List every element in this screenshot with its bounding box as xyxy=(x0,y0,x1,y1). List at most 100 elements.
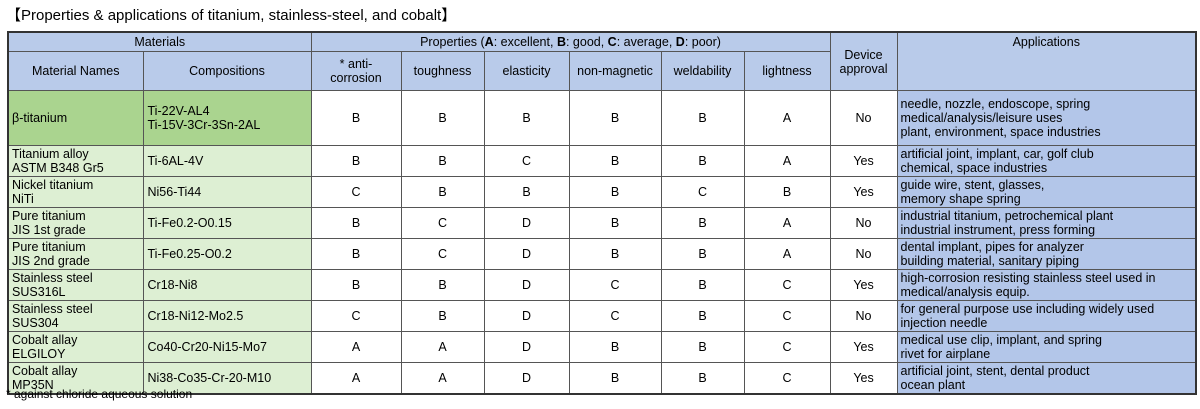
applications-cell: high-corrosion resisting stainless steel… xyxy=(896,269,1197,301)
nonmag-rating-cell: B xyxy=(568,238,662,270)
table-row: Pure titanium JIS 1st grade Ti-Fe0.2-O0.15… xyxy=(7,207,1197,239)
applications-cell: for general purpose use including widely… xyxy=(896,300,1197,332)
tough-rating-cell: B xyxy=(400,176,485,208)
weld-rating-cell: B xyxy=(660,331,745,363)
toughness-header: toughness xyxy=(400,51,485,91)
material-name-cell: Pure titanium JIS 2nd grade xyxy=(7,238,144,270)
light-rating-cell: C xyxy=(743,362,831,395)
table-body: β-titanium Ti-22V-AL4 Ti-15V-3Cr-3Sn-2AL B B… xyxy=(7,90,1197,395)
composition-cell: Cr18-Ni8 xyxy=(142,269,312,301)
material-names-header: Material Names xyxy=(7,51,144,91)
material-name-cell: Cobalt allay ELGILOY xyxy=(7,331,144,363)
composition-cell: Ti-6AL-4V xyxy=(142,145,312,177)
weld-rating-cell: B xyxy=(660,145,745,177)
light-rating-cell: A xyxy=(743,207,831,239)
table-row: Titanium alloy ASTM B348 Gr5 Ti-6AL-4V B B C B… xyxy=(7,145,1197,177)
elastic-rating-cell: D xyxy=(483,331,570,363)
material-name-cell: Nickel titanium NiTi xyxy=(7,176,144,208)
composition-cell: Ti-Fe0.2-O0.15 xyxy=(142,207,312,239)
nonmag-rating-cell: B xyxy=(568,90,662,146)
device-approval-header: Device approval xyxy=(829,31,898,91)
anti-rating-cell: C xyxy=(310,176,402,208)
light-rating-cell: C xyxy=(743,331,831,363)
weld-rating-cell: C xyxy=(660,176,745,208)
applications-cell: guide wire, stent, glasses, memory shape … xyxy=(896,176,1197,208)
table-row: Cobalt allay MP35N Ni38-Co35-Cr-20-M10 A A D B… xyxy=(7,362,1197,395)
weld-rating-cell: B xyxy=(660,362,745,395)
elastic-rating-cell: C xyxy=(483,145,570,177)
device-approval-cell: No xyxy=(829,207,898,239)
composition-cell: Cr18-Ni12-Mo2.5 xyxy=(142,300,312,332)
non-magnetic-header: non-magnetic xyxy=(568,51,662,91)
device-approval-cell: Yes xyxy=(829,176,898,208)
table-title: 【Properties & applications of titanium, … xyxy=(6,7,457,24)
elastic-rating-cell: D xyxy=(483,300,570,332)
material-name-cell: β-titanium xyxy=(7,90,144,146)
properties-header: Properties (A: excellent, B: good, C: av… xyxy=(310,31,831,52)
tough-rating-cell: B xyxy=(400,300,485,332)
applications-cell: needle, nozzle, endoscope, spring medical… xyxy=(896,90,1197,146)
tough-rating-cell: C xyxy=(400,238,485,270)
anti-rating-cell: A xyxy=(310,362,402,395)
elastic-rating-cell: D xyxy=(483,238,570,270)
elastic-rating-cell: B xyxy=(483,90,570,146)
weld-rating-cell: B xyxy=(660,207,745,239)
nonmag-rating-cell: B xyxy=(568,331,662,363)
table-row: β-titanium Ti-22V-AL4 Ti-15V-3Cr-3Sn-2AL B B… xyxy=(7,90,1197,146)
applications-header: Applications xyxy=(896,31,1197,91)
elastic-rating-cell: D xyxy=(483,362,570,395)
table-row: Pure titanium JIS 2nd grade Ti-Fe0.25-O0.2… xyxy=(7,238,1197,270)
material-name-cell: Titanium alloy ASTM B348 Gr5 xyxy=(7,145,144,177)
weld-rating-cell: B xyxy=(660,269,745,301)
light-rating-cell: A xyxy=(743,238,831,270)
applications-cell: dental implant, pipes for analyzer buildi… xyxy=(896,238,1197,270)
anti-rating-cell: B xyxy=(310,207,402,239)
material-name-cell: Cobalt allay MP35N xyxy=(7,362,144,395)
elastic-rating-cell: D xyxy=(483,269,570,301)
tough-rating-cell: B xyxy=(400,145,485,177)
device-approval-cell: No xyxy=(829,300,898,332)
applications-cell: medical use clip, implant, and spring riv… xyxy=(896,331,1197,363)
light-rating-cell: C xyxy=(743,269,831,301)
materials-header: Materials xyxy=(7,31,312,52)
material-name-cell: Stainless steel SUS304 xyxy=(7,300,144,332)
anti-rating-cell: A xyxy=(310,331,402,363)
nonmag-rating-cell: B xyxy=(568,207,662,239)
lightness-header: lightness xyxy=(743,51,831,91)
light-rating-cell: A xyxy=(743,90,831,146)
weldability-header: weldability xyxy=(660,51,745,91)
light-rating-cell: C xyxy=(743,300,831,332)
material-name-cell: Pure titanium JIS 1st grade xyxy=(7,207,144,239)
tough-rating-cell: A xyxy=(400,362,485,395)
elastic-rating-cell: D xyxy=(483,207,570,239)
nonmag-rating-cell: B xyxy=(568,362,662,395)
light-rating-cell: A xyxy=(743,145,831,177)
device-approval-cell: Yes xyxy=(829,145,898,177)
nonmag-rating-cell: C xyxy=(568,300,662,332)
elasticity-header: elasticity xyxy=(483,51,570,91)
weld-rating-cell: B xyxy=(660,90,745,146)
nonmag-rating-cell: B xyxy=(568,145,662,177)
composition-cell: Ti-22V-AL4 Ti-15V-3Cr-3Sn-2AL xyxy=(142,90,312,146)
anti-rating-cell: B xyxy=(310,145,402,177)
anti-rating-cell: B xyxy=(310,238,402,270)
device-approval-cell: No xyxy=(829,238,898,270)
weld-rating-cell: B xyxy=(660,300,745,332)
properties-table: Materials Properties (A: excellent, B: g… xyxy=(7,31,1198,395)
anti-rating-cell: C xyxy=(310,300,402,332)
table-row: Stainless steel SUS304 Cr18-Ni12-Mo2.5 C B D C… xyxy=(7,300,1197,332)
nonmag-rating-cell: B xyxy=(568,176,662,208)
table-row: Nickel titanium NiTi Ni56-Ti44 C B B B C B Yes gui… xyxy=(7,176,1197,208)
light-rating-cell: B xyxy=(743,176,831,208)
anti-corrosion-header: * anti-corrosion xyxy=(310,51,402,91)
table-row: Stainless steel SUS316L Cr18-Ni8 B B D C B C Yes h… xyxy=(7,269,1197,301)
composition-cell: Ti-Fe0.25-O0.2 xyxy=(142,238,312,270)
applications-cell: artificial joint, implant, car, golf clu… xyxy=(896,145,1197,177)
device-approval-cell: Yes xyxy=(829,362,898,395)
device-approval-cell: No xyxy=(829,90,898,146)
nonmag-rating-cell: C xyxy=(568,269,662,301)
tough-rating-cell: B xyxy=(400,269,485,301)
composition-cell: Ni38-Co35-Cr-20-M10 xyxy=(142,362,312,395)
anti-rating-cell: B xyxy=(310,269,402,301)
tough-rating-cell: B xyxy=(400,90,485,146)
